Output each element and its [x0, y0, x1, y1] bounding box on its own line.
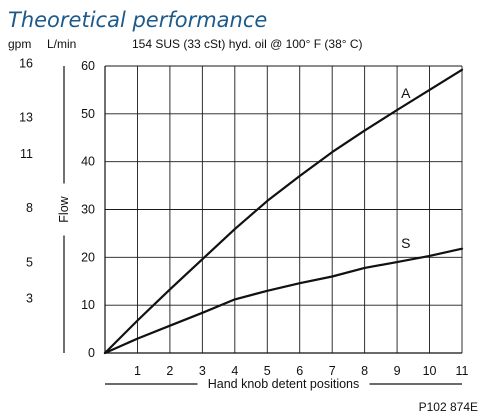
y-tick-gpm-4: 13: [19, 111, 33, 125]
figure-code: P102 874E: [419, 400, 478, 414]
x-tick-2: 3: [199, 364, 206, 378]
y-tick-gpm-1: 5: [26, 255, 33, 269]
tick-labels: 0 10 20 30 40 50 60 3 5 8 11 13 16 1 2 3 4 5 6 7 8 9 10 11: [19, 56, 468, 378]
y-tick-lmin-3: 30: [81, 203, 95, 217]
y-tick-lmin-2: 20: [81, 250, 95, 264]
x-tick-0: 1: [134, 364, 141, 378]
chart-title: Theoretical performance: [8, 8, 267, 32]
y-tick-gpm-5: 16: [19, 56, 33, 70]
y-unit-gpm: gpm: [8, 37, 31, 51]
x-axis-label: Hand knob detent positions: [208, 377, 360, 391]
y-tick-gpm-3: 11: [20, 147, 33, 161]
chart-subtitle: 154 SUS (33 cSt) hyd. oil @ 100° F (38° …: [132, 37, 363, 51]
x-tick-5: 6: [296, 364, 303, 378]
series-line-A: [103, 68, 464, 355]
x-tick-1: 2: [166, 364, 173, 378]
y-tick-gpm-0: 3: [26, 292, 33, 306]
y-tick-lmin-4: 40: [81, 155, 95, 169]
y-axis-label: Flow: [57, 195, 71, 222]
y-tick-lmin-0: 0: [88, 346, 95, 360]
x-tick-6: 7: [329, 364, 336, 378]
x-tick-8: 9: [394, 364, 401, 378]
series-label-S: S: [401, 235, 410, 251]
x-tick-3: 4: [231, 364, 238, 378]
y-tick-lmin-5: 50: [81, 107, 95, 121]
x-tick-7: 8: [361, 364, 368, 378]
y-tick-lmin-6: 60: [81, 59, 95, 73]
x-tick-4: 5: [264, 364, 271, 378]
y-tick-lmin-1: 10: [81, 298, 95, 312]
y-unit-lmin: L/min: [47, 37, 76, 51]
x-tick-10: 11: [456, 364, 469, 378]
series-group: AS: [103, 68, 464, 355]
y-tick-gpm-2: 8: [26, 201, 33, 215]
grid: [105, 65, 463, 353]
axes: [63, 66, 462, 385]
series-label-A: A: [401, 85, 411, 101]
x-tick-9: 10: [423, 364, 437, 378]
series-line-S: [103, 247, 464, 355]
